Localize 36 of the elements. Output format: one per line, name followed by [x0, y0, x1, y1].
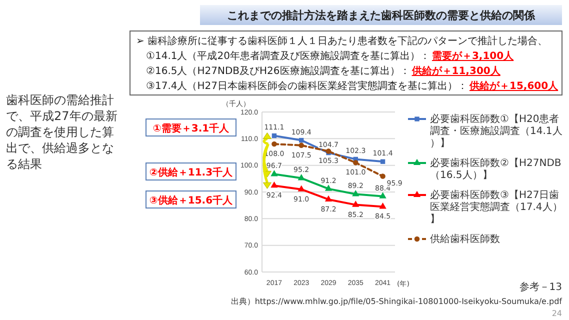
text: ①需要＋3.1千人: [152, 122, 230, 134]
text: ①14.1人（平成20年患者調査及び医療施設調査を基に算出）：: [146, 50, 430, 62]
legend-label: 供給歯科医師数: [430, 233, 500, 245]
point: [298, 174, 305, 180]
text: 供給が＋15,600人: [468, 80, 560, 92]
point: [299, 138, 304, 143]
point: [298, 142, 304, 148]
point: [379, 202, 386, 209]
point: [379, 192, 386, 198]
text: ②供給＋11.3千人: [149, 166, 234, 178]
text: ③17.4人（H27日本歯科医師会の歯科医業経営実態調査を基に算出）：: [146, 80, 468, 92]
text: ➢ 歯科診療所に従事する歯科医師１人１日あたり患者数を下記のパターンで推計した場合、: [136, 35, 548, 47]
point: [380, 159, 386, 164]
text: ②16.5人（H27NDB及びH26医療施設調査を基に算出）：: [146, 65, 410, 77]
text: 需要が＋3,100人: [432, 50, 515, 62]
point: [272, 133, 277, 138]
point: [352, 190, 360, 196]
text: 供給が＋11,300人: [410, 65, 502, 77]
text: 参考－13: [519, 281, 562, 293]
point: [272, 141, 277, 147]
point: [270, 170, 278, 176]
source-note: 出典）https://www.mhlw.go.jp/file/05-Shingikai-10801000-Iseikyoku-Soumuka/e.pdf: [230, 297, 562, 306]
text: ③供給＋15.6千人: [149, 194, 234, 206]
legend-label: 必要歯科医師数③【H27日歯医業経営実態調査（17.4人）】: [430, 189, 562, 225]
point: [298, 185, 305, 192]
point: [324, 195, 332, 202]
text: 24: [552, 309, 562, 318]
point: [352, 200, 360, 207]
legend-label: 必要歯科医師数①【H20患者調査・医療施設調査（14.1人）】: [430, 113, 562, 149]
point: [352, 160, 358, 166]
legend-label: 必要歯科医師数②【H27NDB（16.5人）】: [430, 157, 562, 181]
chart-title: これまでの推計方法を踏まえた歯科医師数の需要と供給の関係: [227, 9, 536, 22]
point: [270, 181, 278, 188]
point: [380, 174, 386, 179]
point: [324, 184, 332, 191]
text: 歯科医師の需給推計で、平成27年の最新の調査を使用した算出で、供給過多となる結果: [6, 93, 118, 171]
